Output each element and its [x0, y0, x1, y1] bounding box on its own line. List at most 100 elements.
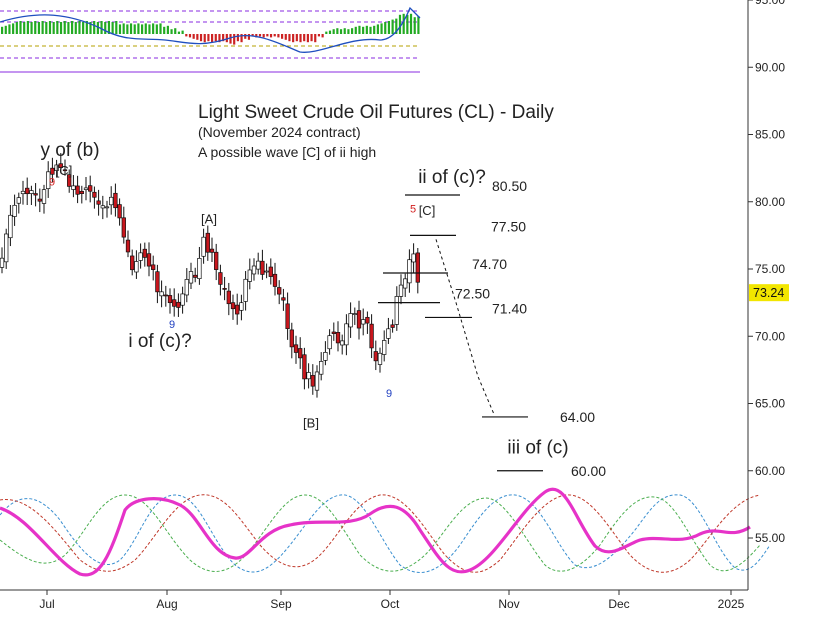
oscillator-bar: [343, 28, 346, 34]
projection-path: [435, 239, 495, 415]
oscillator-bar: [192, 34, 195, 39]
y-tick-label: 70.00: [755, 329, 785, 343]
oscillator-bar: [339, 29, 343, 34]
candle-down: [390, 324, 395, 328]
wave-labels: y of (b)[C]9[A]9i of (c)?[B]9ii of (c)?5…: [40, 140, 568, 458]
candle-down: [130, 255, 135, 271]
oscillator-bar: [163, 26, 166, 34]
oscillator-bar: [314, 34, 317, 43]
candle-down: [277, 287, 282, 295]
candle-up: [386, 328, 391, 339]
candle-down: [281, 297, 286, 301]
oscillator-bar: [373, 25, 376, 34]
candle-down: [67, 174, 72, 187]
oscillator-bar: [369, 26, 372, 34]
candle-down: [193, 274, 198, 278]
target-level-label: 72.50: [455, 286, 490, 302]
chart-subtitle-2: A possible wave [C] of ii high: [198, 144, 376, 160]
candle-up: [188, 271, 194, 284]
chart-title: Light Sweet Crude Oil Futures (CL) - Dai…: [198, 102, 554, 123]
x-tick-label: Oct: [381, 597, 400, 611]
oscillator-bar: [325, 31, 328, 34]
oscillator-bar: [387, 21, 391, 34]
candle-down: [285, 303, 290, 330]
candle-down: [222, 288, 227, 290]
candle-down: [113, 192, 118, 209]
candle-down: [151, 264, 156, 270]
x-tick-label: Aug: [156, 597, 177, 611]
candle-down: [58, 163, 63, 168]
candle-up: [403, 278, 408, 289]
candle-up: [134, 261, 139, 273]
wave-label: [B]: [303, 416, 319, 431]
cycle-panel: [0, 487, 771, 577]
candle-up: [361, 319, 366, 325]
candle-down: [96, 200, 101, 205]
oscillator-bar: [321, 34, 324, 38]
oscillator-bar: [115, 21, 118, 34]
oscillator-bar: [137, 23, 140, 34]
wave-label: ii of (c)?: [418, 167, 486, 188]
oscillator-bar: [166, 25, 169, 34]
oscillator-bar: [328, 30, 332, 34]
target-level-label: 77.50: [491, 218, 526, 234]
candle-up: [348, 313, 353, 328]
oscillator-bar: [26, 21, 29, 34]
oscillator-bar: [347, 29, 350, 34]
candle-up: [184, 279, 189, 296]
x-axis: Jul Aug Sep Oct Nov Dec 2025: [0, 589, 748, 611]
wave-label: y of (b): [40, 140, 99, 161]
target-level-label: 64.00: [560, 409, 595, 425]
oscillator-bar: [299, 34, 302, 43]
oscillator-bar: [133, 24, 136, 34]
oscillator-bar: [141, 24, 144, 34]
oscillator-bar: [218, 34, 221, 43]
oscillator-bar: [229, 34, 232, 44]
candle-up: [54, 164, 59, 171]
oscillator-bar: [398, 14, 402, 35]
candle-up: [382, 340, 387, 355]
oscillator-bar: [126, 24, 129, 34]
wave-label: [C]: [56, 163, 73, 178]
oscillator-bar: [34, 21, 37, 34]
oscillator-bar: [266, 34, 269, 37]
candle-down: [298, 348, 303, 359]
candle-down: [356, 310, 362, 329]
candle-down: [235, 304, 240, 315]
oscillator-bar: [107, 21, 111, 34]
candle-up: [159, 291, 164, 297]
candle-up: [109, 196, 114, 206]
candle-down: [302, 354, 307, 380]
candle-down: [146, 253, 152, 267]
candle-down: [415, 252, 420, 283]
candle-down: [293, 344, 299, 353]
oscillator-bar: [96, 22, 99, 34]
candle-up: [306, 372, 311, 380]
candle-up: [29, 190, 34, 194]
oscillator-bar: [295, 34, 298, 42]
oscillator-bar: [104, 22, 107, 34]
candle-down: [155, 271, 160, 293]
candle-up: [340, 340, 345, 346]
candle-down: [33, 193, 38, 196]
oscillator-bar: [284, 34, 287, 40]
oscillator-bar: [277, 34, 280, 38]
candle-down: [121, 217, 126, 238]
candle-up: [377, 352, 383, 365]
oscillator-bar: [185, 34, 188, 37]
oscillator-bar: [384, 22, 387, 34]
oscillator-bar: [15, 22, 18, 34]
candle-up: [41, 189, 47, 204]
oscillator-bar: [351, 28, 354, 34]
candle-down: [310, 375, 315, 387]
oscillator-bar: [8, 24, 11, 34]
candle-down: [167, 295, 173, 304]
oscillator-bar: [273, 34, 276, 37]
candle-up: [407, 259, 412, 284]
oscillator-bar: [45, 22, 48, 34]
oscillator-bar: [1, 26, 4, 34]
candle-up: [394, 296, 399, 325]
candle-up: [251, 265, 257, 275]
oscillator-bar: [188, 34, 192, 38]
